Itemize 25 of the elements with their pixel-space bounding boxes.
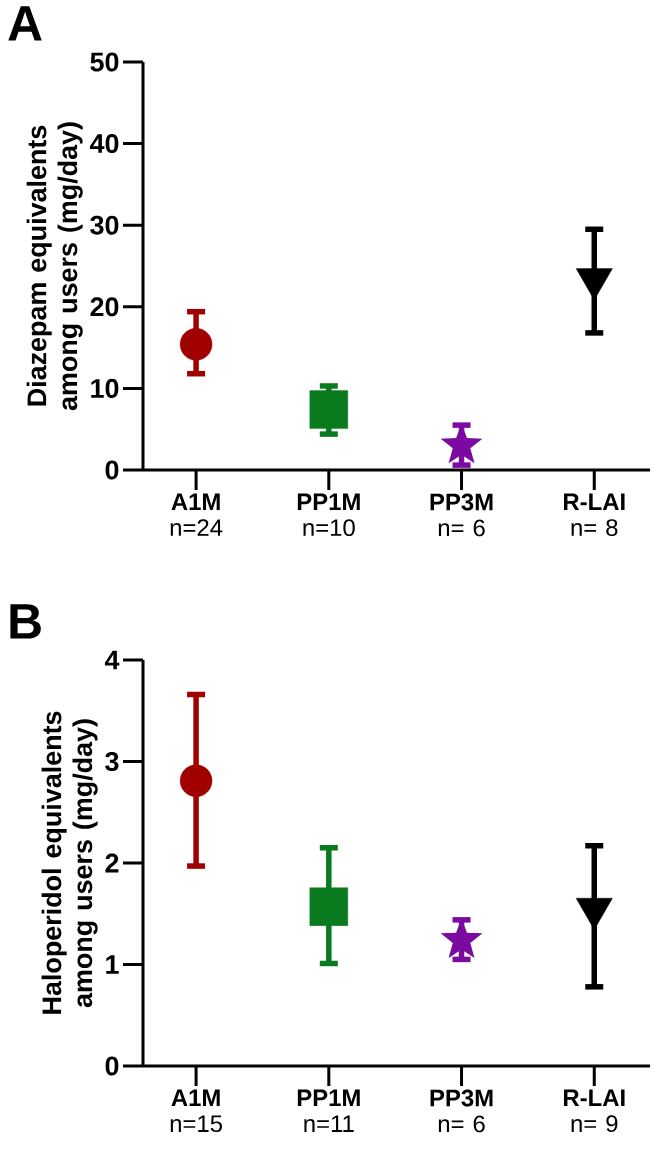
y-tick-label: 1 (106, 955, 119, 974)
y-tick-label: 2 (105, 853, 119, 873)
y-tick-label: 50 (90, 52, 119, 72)
chart-title: A (8, 6, 42, 41)
x-tick-label: A1M n=15 (170, 1089, 223, 1133)
point (309, 887, 349, 926)
chart-title: B (10, 604, 41, 639)
y-tick-label: 20 (90, 297, 119, 317)
x-tick-label: PP1M n=11 (297, 1089, 360, 1132)
x-tick-label: PP3M n= 6 (430, 493, 493, 537)
y-axis-title: Haloperidol equivalents among users (mg/day) (41, 711, 98, 1014)
x-tick-label: PP1M n=10 (297, 493, 360, 537)
x-tick-label: R-LAI n= 9 (563, 1089, 625, 1133)
y-tick-label: 3 (105, 751, 119, 772)
y-tick-label: 4 (104, 650, 120, 670)
x-tick-label: A1M n=24 (170, 493, 223, 536)
x-tick-label: R-LAI n= 8 (563, 493, 625, 537)
y-tick-label: 0 (105, 1056, 119, 1076)
y-tick-label: 10 (91, 378, 119, 398)
y-axis-title: Diazepam equivalents among users (mg/day) (26, 122, 83, 411)
y-tick-label: 40 (89, 134, 119, 154)
x-tick-label: PP3M n= 6 (430, 1089, 493, 1133)
y-tick-label: 30 (90, 215, 119, 235)
point (179, 764, 213, 797)
y-tick-label: 0 (105, 460, 119, 480)
